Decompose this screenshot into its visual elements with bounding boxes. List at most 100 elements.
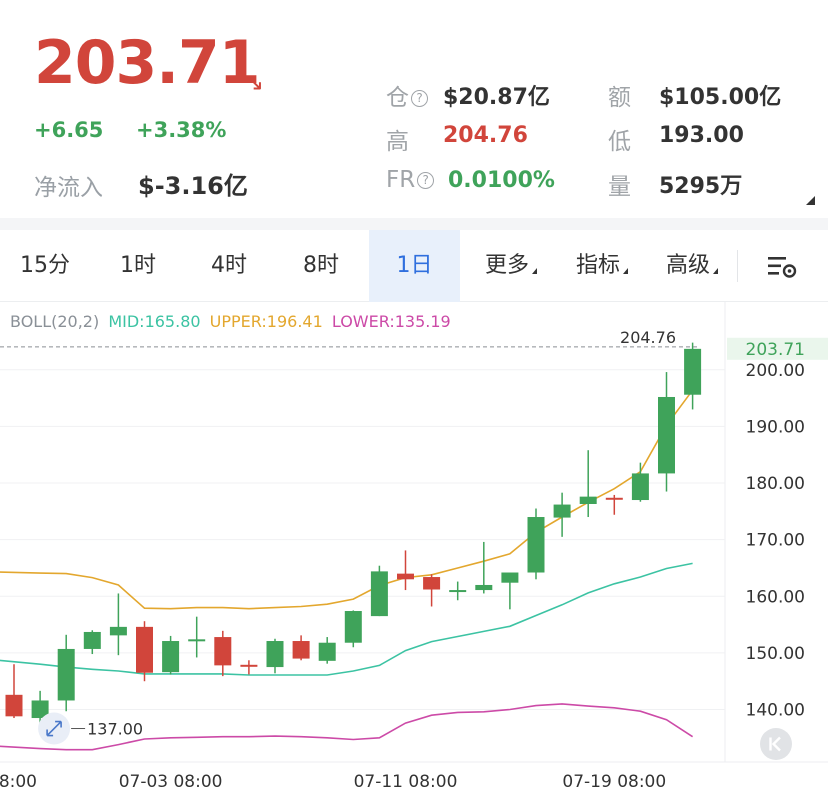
candle-body [344, 611, 362, 643]
price-tick-label: 170.00 [746, 531, 805, 551]
net-inflow-value: $-3.16亿 [138, 172, 248, 200]
boll-mid-line [0, 562, 693, 676]
candle-down[interactable] [397, 550, 414, 591]
tab-advanced[interactable]: 高级 [648, 230, 736, 302]
candle-body [266, 641, 284, 668]
candle-up[interactable] [162, 635, 180, 675]
tab-label: 15分 [20, 253, 70, 278]
candle-up[interactable] [188, 616, 206, 658]
candle-body [162, 641, 180, 673]
candle-body [109, 626, 127, 636]
candlestick-chart[interactable]: 200.00 190.00 180.00 170.00 160.00 150.00 140.… [0, 302, 828, 800]
candle-up[interactable] [370, 565, 388, 617]
candle-body [214, 637, 232, 666]
bollinger-band-layer [0, 389, 694, 751]
tab-divider [737, 250, 738, 282]
boll-legend-upper: UPPER:196.41 [209, 312, 323, 331]
candle-body [527, 517, 545, 573]
expand-triangle-icon[interactable] [806, 196, 815, 205]
quote-header: 203.71 ↘ +6.65 +3.38% 净流入 $-3.16亿 仓? $20… [0, 0, 828, 218]
candle-up[interactable] [553, 492, 571, 537]
candle-down[interactable] [136, 621, 153, 682]
volume-value: 5295万 [659, 174, 743, 199]
candle-down[interactable] [5, 664, 23, 719]
price-tick-label: 160.00 [746, 587, 805, 607]
reset-chevron-icon[interactable] [760, 728, 792, 760]
candle-body [684, 348, 702, 395]
candle-up[interactable] [658, 372, 675, 492]
turnover-value: $105.00亿 [659, 85, 782, 110]
candle-down[interactable] [605, 494, 623, 515]
candle-up[interactable] [83, 630, 101, 655]
tab-label: 高级 [665, 253, 710, 278]
candle-body [318, 642, 336, 661]
last-price-tag-label: 203.71 [746, 340, 805, 360]
low-value: 193.00 [659, 123, 744, 148]
candle-up[interactable] [501, 572, 519, 610]
price-tick-label: 190.00 [746, 417, 805, 437]
candle-body [475, 584, 493, 591]
high-value: 204.76 [443, 123, 528, 148]
boll-legend-name: BOLL(20,2) [10, 312, 100, 331]
candle-up[interactable] [527, 508, 545, 580]
candle-down[interactable] [292, 635, 310, 661]
candle-down[interactable] [214, 630, 232, 677]
candle-body [449, 590, 467, 593]
tab-15m[interactable]: 15分 [4, 230, 86, 302]
high-label: 高 [386, 129, 409, 155]
tab-label: 指标 [575, 253, 620, 278]
candle-down[interactable] [240, 660, 258, 675]
tab-8h[interactable]: 8时 [278, 230, 364, 302]
boll-legend-lower: LOWER:135.19 [331, 312, 451, 331]
candle-down[interactable] [423, 574, 441, 607]
time-tick-label: 07-19 08:00 [562, 772, 666, 792]
tab-label: 8时 [303, 253, 339, 278]
price-tick-label: 150.00 [746, 644, 805, 664]
candle-up[interactable] [684, 342, 702, 410]
tab-4h[interactable]: 4时 [186, 230, 272, 302]
down-right-arrow-icon: ↘ [244, 68, 265, 96]
tab-label: 1日 [396, 253, 433, 278]
low-marker-label: 137.00 [87, 720, 143, 739]
marker-layer: 204.76 203.71 137.00 [0, 328, 828, 745]
candle-up[interactable] [579, 450, 597, 518]
indicator-settings-icon[interactable] [766, 254, 798, 280]
candle-body [397, 573, 414, 580]
candle-up[interactable] [475, 541, 493, 594]
funding-rate-value: 0.0100% [448, 168, 555, 193]
candle-up[interactable] [631, 462, 649, 502]
open-interest-label-text: 仓 [386, 85, 409, 111]
time-tick-label: 07-11 08:00 [354, 772, 458, 792]
candle-body [658, 396, 675, 474]
candle-up[interactable] [31, 690, 49, 727]
help-icon[interactable]: ? [411, 90, 428, 107]
candle-body [423, 577, 441, 590]
tab-1h[interactable]: 1时 [96, 230, 180, 302]
candle-body [292, 641, 310, 659]
section-divider [0, 218, 828, 230]
candle-up[interactable] [109, 593, 127, 656]
volume-label: 量 [608, 174, 631, 200]
tab-1d[interactable]: 1日 [369, 230, 460, 302]
time-tick-label: 08:00 [0, 772, 37, 792]
grid-layer [0, 369, 725, 711]
candle-body [188, 639, 206, 642]
candle-up[interactable] [318, 637, 336, 664]
candle-up[interactable] [344, 610, 362, 648]
candle-body [501, 572, 519, 583]
candle-body [83, 631, 101, 649]
candle-body [57, 648, 75, 701]
help-icon[interactable]: ? [417, 172, 435, 189]
candle-up[interactable] [449, 581, 467, 601]
interval-tabs: 15分 1时 4时 8时 1日 更多 指标 高级 [0, 230, 828, 302]
boll-legend-mid: MID:165.80 [108, 312, 201, 331]
tab-more[interactable]: 更多 [466, 230, 556, 302]
candle-up[interactable] [266, 638, 284, 674]
candle-up[interactable] [57, 634, 75, 712]
candle-body [31, 700, 49, 719]
tab-indicators[interactable]: 指标 [558, 230, 646, 302]
candle-body [553, 504, 571, 518]
axis-layer: 200.00 190.00 180.00 170.00 160.00 150.00 140.… [0, 361, 805, 792]
candle-body [370, 571, 388, 617]
high-marker-label: 204.76 [620, 328, 676, 347]
